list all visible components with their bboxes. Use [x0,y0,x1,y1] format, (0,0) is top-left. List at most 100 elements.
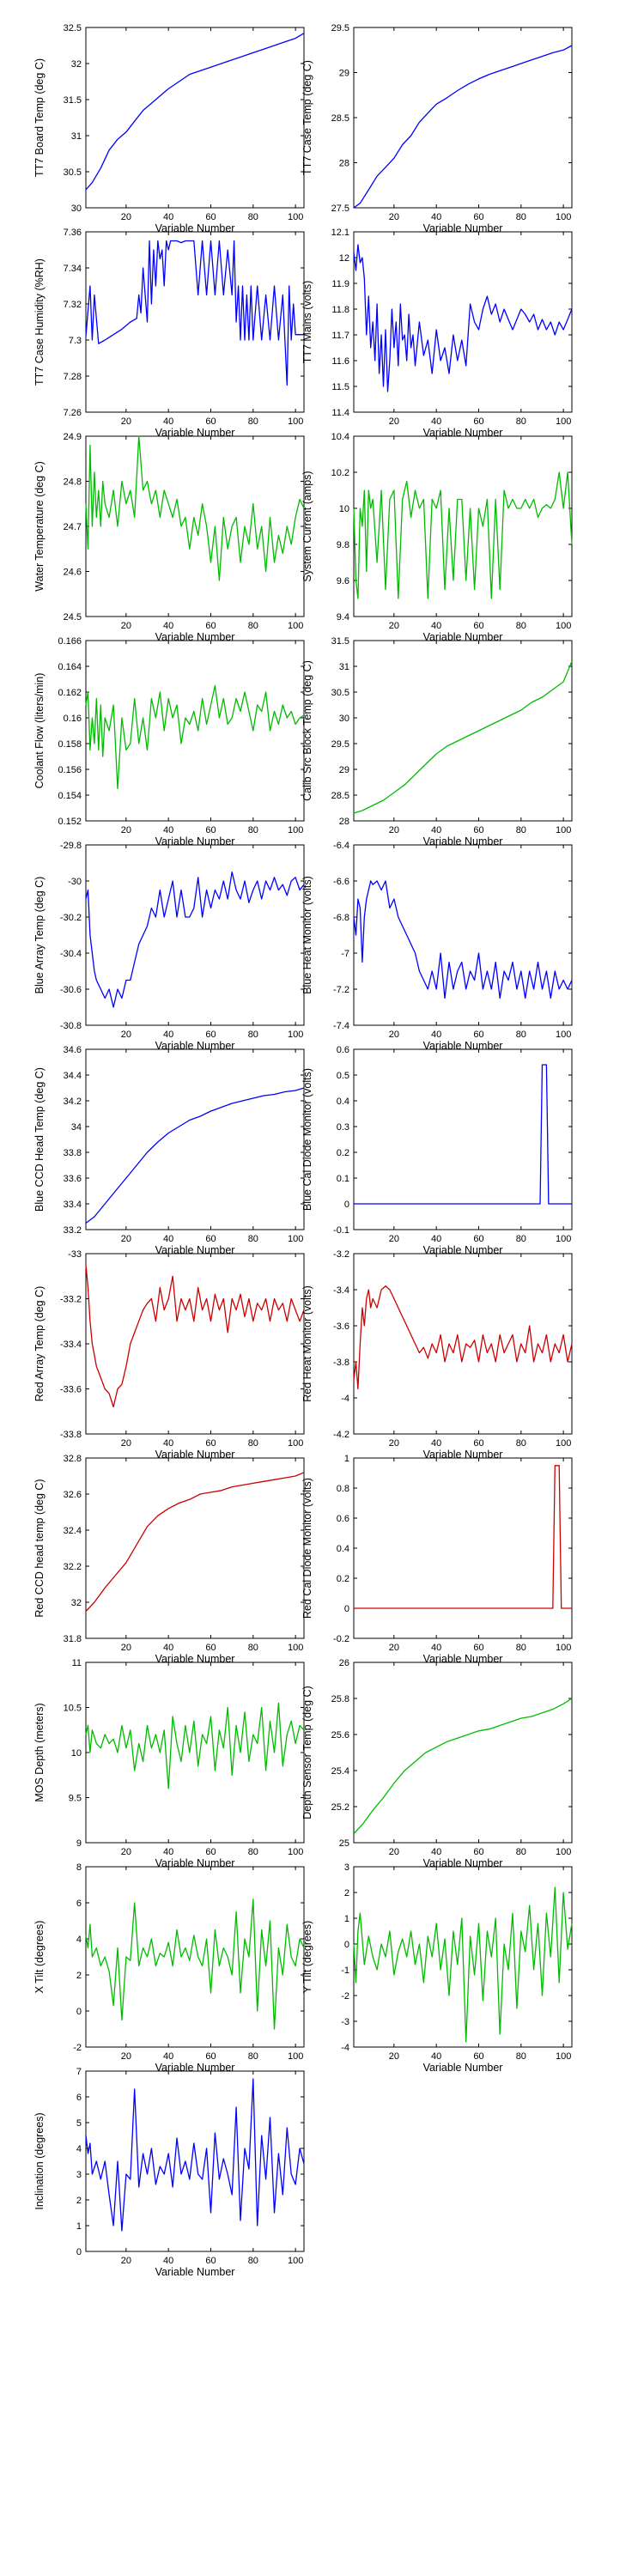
y-tick-label: 11 [72,1658,82,1668]
y-tick-label: 33.2 [64,1225,82,1236]
x-tick-label: 80 [248,825,258,835]
x-tick-label: 60 [205,2051,216,2062]
x-tick-label: 20 [121,1847,131,1857]
x-tick-label: 20 [121,2051,131,2062]
y-tick-label: 24.7 [64,522,82,532]
x-tick-label: 40 [431,1030,441,1040]
y-tick-label: 0.166 [58,636,82,647]
chart-panel: 0 1 2 3 4 5 6 7 20 40 60 80 100 Variable Number Inclin… [33,2067,305,2278]
y-tick-label: 31.5 [331,636,349,647]
y-tick-label: -33.4 [60,1340,82,1350]
y-tick-label: 28.5 [331,113,349,124]
series-line [353,45,573,209]
chart-panel: -30.8-30.6-30.4-30.2-30-29.820 40 60 80 100V… [33,841,305,1052]
y-tick-label: 0.2 [337,1574,349,1584]
x-tick-label: 40 [431,212,441,222]
x-tick-label: 100 [288,1030,303,1040]
y-tick-label: 12 [339,253,349,264]
y-tick-label: -29.8 [60,841,82,851]
series-line [354,1064,572,1205]
series-line [353,1698,573,1834]
x-tick-label: 60 [473,1643,483,1653]
y-axis-label: Inclination (degrees) [33,2112,46,2209]
y-tick-label: 2 [344,1888,349,1899]
x-tick-label: 60 [205,1847,216,1857]
x-tick-label: 80 [248,1438,258,1449]
x-tick-label: 40 [431,416,441,427]
series-line [353,880,573,999]
x-tick-label: 40 [431,825,441,835]
y-tick-label: 9.5 [69,1794,82,1804]
plot-frame [85,1457,305,1639]
y-tick-label: 34.2 [64,1097,82,1107]
y-axis-label: TT7 Mains (volts) [301,281,313,364]
y-tick-label: -7 [341,949,349,959]
x-tick-label: 20 [389,416,399,427]
x-tick-label: 100 [288,1438,303,1449]
x-tick-label: 80 [248,2051,258,2062]
y-tick-label: 24.5 [64,612,82,623]
x-tick-label: 60 [473,416,483,427]
y-tick-label: 8 [76,1862,82,1873]
x-tick-label: 60 [473,212,483,222]
y-tick-label: 32.5 [64,23,82,33]
y-axis-label: Blue Array Temp (deg C) [33,877,46,994]
y-tick-label: -30.6 [60,985,82,995]
y-tick-label: 1 [344,1914,349,1924]
y-tick-label: -4.2 [333,1430,349,1440]
y-tick-label: 3 [76,2170,82,2180]
y-tick-label: 31 [71,131,82,142]
y-tick-label: 2 [76,2196,82,2206]
y-tick-label: -2 [341,1991,349,2002]
y-tick-label: -0.2 [333,1634,349,1644]
x-tick-label: 100 [556,825,571,835]
x-tick-label: 100 [556,1234,571,1244]
x-tick-label: 20 [121,621,131,631]
x-tick-label: 60 [473,2051,483,2062]
x-tick-label: 60 [205,2256,216,2266]
series-line [353,1285,573,1390]
x-tick-label: 80 [516,1234,526,1244]
y-axis-label: TT7 Case Temp (deg C) [301,60,313,175]
y-tick-label: 26 [339,1658,349,1668]
y-tick-label: -6.8 [333,913,349,923]
series-line [85,1702,305,1789]
y-tick-label: -3.4 [333,1285,349,1296]
x-tick-label: 20 [389,1643,399,1653]
series-line [353,244,573,392]
plot-frame [85,640,305,822]
x-tick-label: 40 [163,416,173,427]
x-tick-label: 100 [288,212,303,222]
y-tick-label: 0.1 [337,1174,349,1184]
x-tick-label: 20 [389,1438,399,1449]
y-tick-label: 11.4 [331,408,349,418]
x-tick-label: 100 [288,1643,303,1653]
y-tick-label: 25.8 [331,1694,349,1704]
y-tick-label: 5 [76,2118,82,2129]
chart-panel: -4.2-4-3.8-3.6-3.4-3.220 40 60 80 100Variabl… [301,1249,573,1461]
x-tick-label: 80 [516,621,526,631]
y-axis-label: Y Tilt (degrees) [301,1921,313,1994]
y-tick-label: -30.2 [60,913,82,923]
plot-frame [85,1662,305,1844]
y-tick-label: 11.7 [331,331,349,341]
y-tick-label: 32 [71,59,82,70]
x-tick-label: 60 [473,621,483,631]
x-tick-label: 20 [121,212,131,222]
y-tick-label: 24.9 [64,432,82,442]
plot-frame [85,435,305,617]
x-tick-label: 100 [556,1438,571,1449]
x-tick-label: 80 [516,2051,526,2062]
y-tick-label: -3 [341,2017,349,2027]
x-tick-label: 40 [163,212,173,222]
y-tick-label: -30.8 [60,1021,82,1031]
x-tick-label: 80 [516,1643,526,1653]
x-tick-label: 40 [163,1438,173,1449]
y-tick-label: 0.154 [58,791,82,801]
x-tick-label: 60 [473,1234,483,1244]
x-tick-label: 100 [556,621,571,631]
